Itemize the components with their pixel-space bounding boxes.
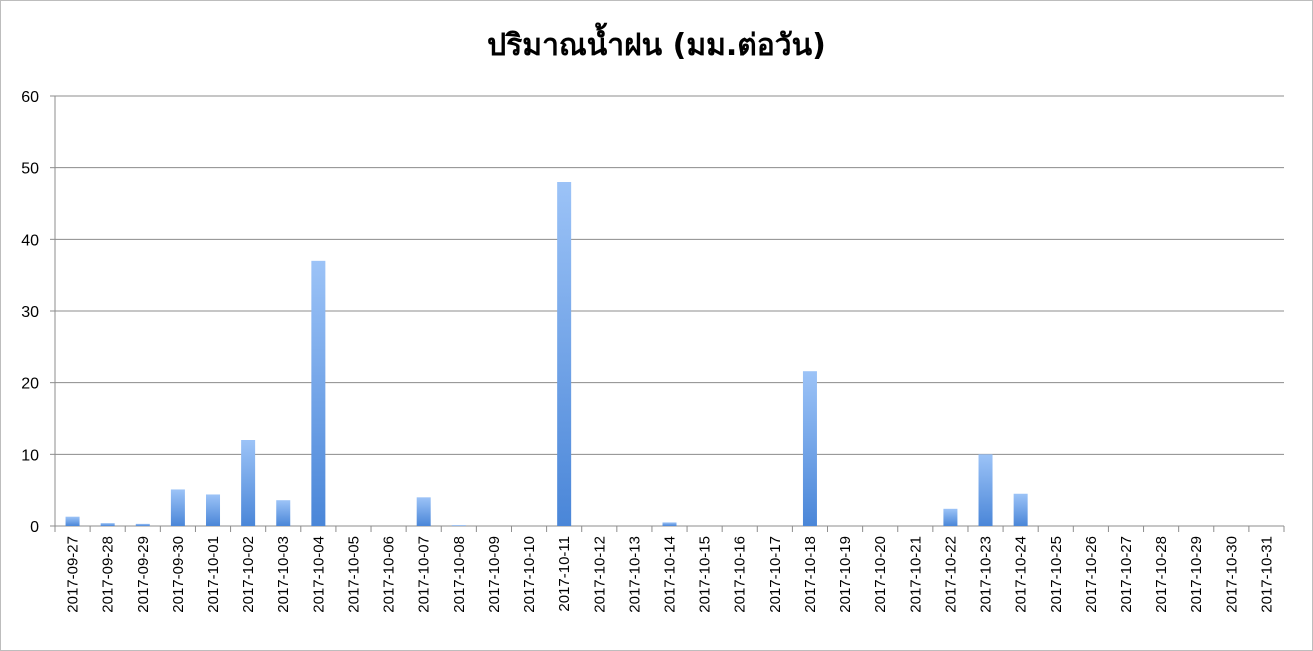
- x-tick-label: 2017-10-12: [591, 536, 608, 613]
- x-tick-label: 2017-10-14: [662, 536, 679, 613]
- x-tick-label: 2017-10-18: [802, 536, 819, 613]
- bar: [662, 522, 677, 526]
- x-tick-label: 2017-09-27: [65, 536, 82, 613]
- x-tick-label: 2017-10-07: [416, 536, 433, 613]
- x-tick-label: 2017-10-21: [907, 536, 924, 613]
- bar: [135, 523, 150, 526]
- x-tick-label: 2017-10-24: [1013, 536, 1030, 613]
- x-tick-label: 2017-10-08: [451, 536, 468, 613]
- x-tick-label: 2017-10-28: [1153, 536, 1170, 613]
- x-tick-label: 2017-10-11: [556, 536, 573, 612]
- bar: [241, 440, 256, 526]
- x-tick-label: 2017-10-09: [486, 536, 503, 613]
- chart-title: ปริมาณน้ำฝน (มม.ต่อวัน): [487, 28, 826, 63]
- x-tick-label: 2017-10-29: [1188, 536, 1205, 613]
- x-tick-label: 2017-10-16: [732, 536, 749, 613]
- bar: [206, 494, 221, 526]
- y-tick-label: 40: [21, 232, 39, 249]
- x-tick-label: 2017-10-10: [521, 536, 538, 613]
- y-tick-label: 60: [21, 89, 39, 106]
- bar: [557, 182, 572, 526]
- bar: [416, 497, 431, 526]
- bar: [1013, 493, 1028, 526]
- x-tick-label: 2017-10-27: [1118, 536, 1135, 613]
- x-tick-label: 2017-10-22: [942, 536, 959, 613]
- x-tick-label: 2017-10-25: [1048, 536, 1065, 613]
- bar: [978, 454, 993, 526]
- bar: [100, 523, 115, 526]
- x-tick-label: 2017-10-30: [1223, 536, 1240, 613]
- y-tick-label: 0: [30, 519, 39, 536]
- x-tick-label: 2017-10-20: [872, 536, 889, 613]
- bar: [943, 508, 958, 526]
- x-tick-label: 2017-10-17: [767, 536, 784, 613]
- bar: [311, 260, 326, 526]
- y-tick-label: 20: [21, 376, 39, 393]
- y-tick-label: 50: [21, 161, 39, 178]
- x-tick-label: 2017-09-28: [100, 536, 117, 613]
- x-tick-label: 2017-10-01: [205, 536, 222, 613]
- x-tick-label: 2017-10-15: [697, 536, 714, 613]
- bar: [451, 525, 466, 526]
- x-tick-label: 2017-10-13: [626, 536, 643, 613]
- x-tick-label: 2017-10-23: [978, 536, 995, 613]
- bar: [65, 516, 80, 526]
- x-tick-label: 2017-09-29: [135, 536, 152, 613]
- bar: [170, 489, 185, 526]
- x-tick-label: 2017-10-06: [381, 536, 398, 613]
- y-tick-label: 10: [21, 447, 39, 464]
- x-tick-label: 2017-09-30: [170, 536, 187, 613]
- x-tick-label: 2017-10-26: [1083, 536, 1100, 613]
- x-tick-label: 2017-10-19: [837, 536, 854, 613]
- x-tick-label: 2017-10-05: [345, 536, 362, 613]
- bar: [802, 371, 817, 526]
- x-tick-label: 2017-10-31: [1258, 536, 1275, 613]
- bar: [276, 500, 291, 526]
- x-tick-label: 2017-10-04: [310, 536, 327, 613]
- y-tick-label: 30: [21, 304, 39, 321]
- x-tick-label: 2017-10-03: [275, 536, 292, 613]
- x-tick-label: 2017-10-02: [240, 536, 257, 613]
